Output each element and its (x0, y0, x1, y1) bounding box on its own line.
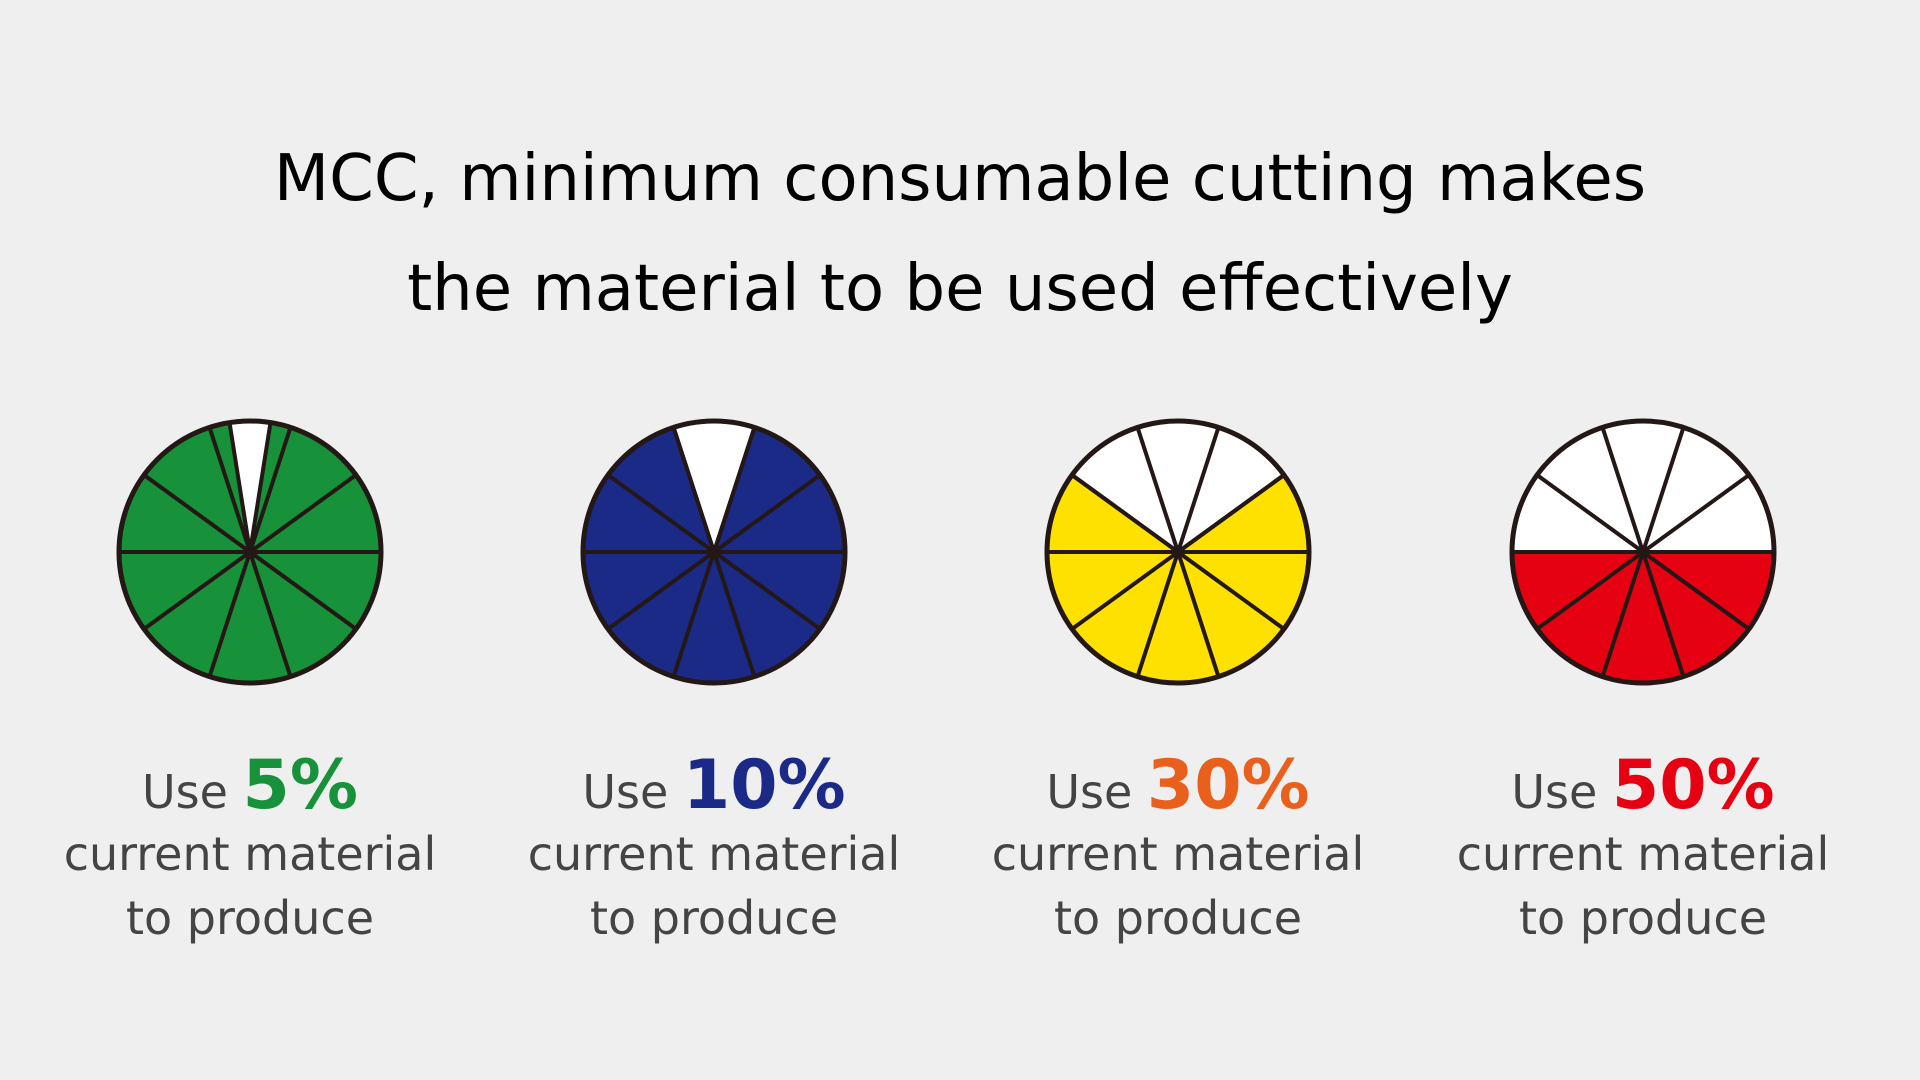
spoke (1535, 473, 1645, 554)
spoke (248, 551, 293, 678)
pie-outline (1509, 418, 1777, 686)
spoke (1176, 550, 1286, 631)
use-gap (1132, 765, 1147, 819)
spoke (671, 551, 716, 678)
pie-outline (1044, 418, 1312, 686)
description-line: to produce (1054, 891, 1302, 945)
spoke (1176, 473, 1286, 554)
spoke (1600, 426, 1645, 553)
spoke (712, 551, 757, 678)
use-value: 10% (683, 746, 846, 825)
description-line: to produce (1519, 891, 1767, 945)
description-line: current material (1457, 827, 1830, 881)
use-value: 50% (1612, 746, 1775, 825)
pie-outline (116, 418, 384, 686)
spoke (712, 426, 757, 553)
use-prefix: Use (142, 765, 228, 819)
spoke (1176, 426, 1221, 553)
description-line: current material (64, 827, 437, 881)
description-line: to produce (126, 891, 374, 945)
title-line: the material to be used effectively (407, 252, 1513, 326)
spoke (712, 550, 822, 631)
spoke (248, 473, 358, 554)
spoke (1641, 426, 1686, 553)
spoke (248, 550, 358, 631)
spoke (712, 473, 822, 554)
title-line: MCC, minimum consumable cutting makes (274, 142, 1646, 216)
use-label: Use 50% (1511, 746, 1774, 825)
spoke (1641, 473, 1751, 554)
use-value: 5% (243, 746, 358, 825)
spoke (1600, 551, 1645, 678)
use-gap (668, 765, 683, 819)
use-label: Use 5% (142, 746, 358, 825)
spoke (207, 551, 252, 678)
description-line: current material (992, 827, 1365, 881)
spoke (1070, 473, 1180, 554)
spoke (1641, 550, 1751, 631)
spoke (1641, 551, 1686, 678)
spoke (1135, 426, 1180, 553)
spoke (606, 473, 716, 554)
pie-outline (580, 418, 848, 686)
use-prefix: Use (582, 765, 668, 819)
use-label: Use 10% (582, 746, 845, 825)
spoke (248, 426, 293, 553)
use-prefix: Use (1511, 765, 1597, 819)
spoke (142, 473, 252, 554)
spoke (1176, 551, 1221, 678)
spoke (606, 550, 716, 631)
description-line: current material (528, 827, 901, 881)
use-gap (1597, 765, 1612, 819)
spoke (1070, 550, 1180, 631)
spoke (1535, 550, 1645, 631)
description-line: to produce (590, 891, 838, 945)
spoke (1135, 551, 1180, 678)
use-prefix: Use (1046, 765, 1132, 819)
use-label: Use 30% (1046, 746, 1309, 825)
spoke (207, 426, 252, 553)
spoke (671, 426, 716, 553)
spoke (142, 550, 252, 631)
use-value: 30% (1147, 746, 1310, 825)
use-gap (228, 765, 243, 819)
